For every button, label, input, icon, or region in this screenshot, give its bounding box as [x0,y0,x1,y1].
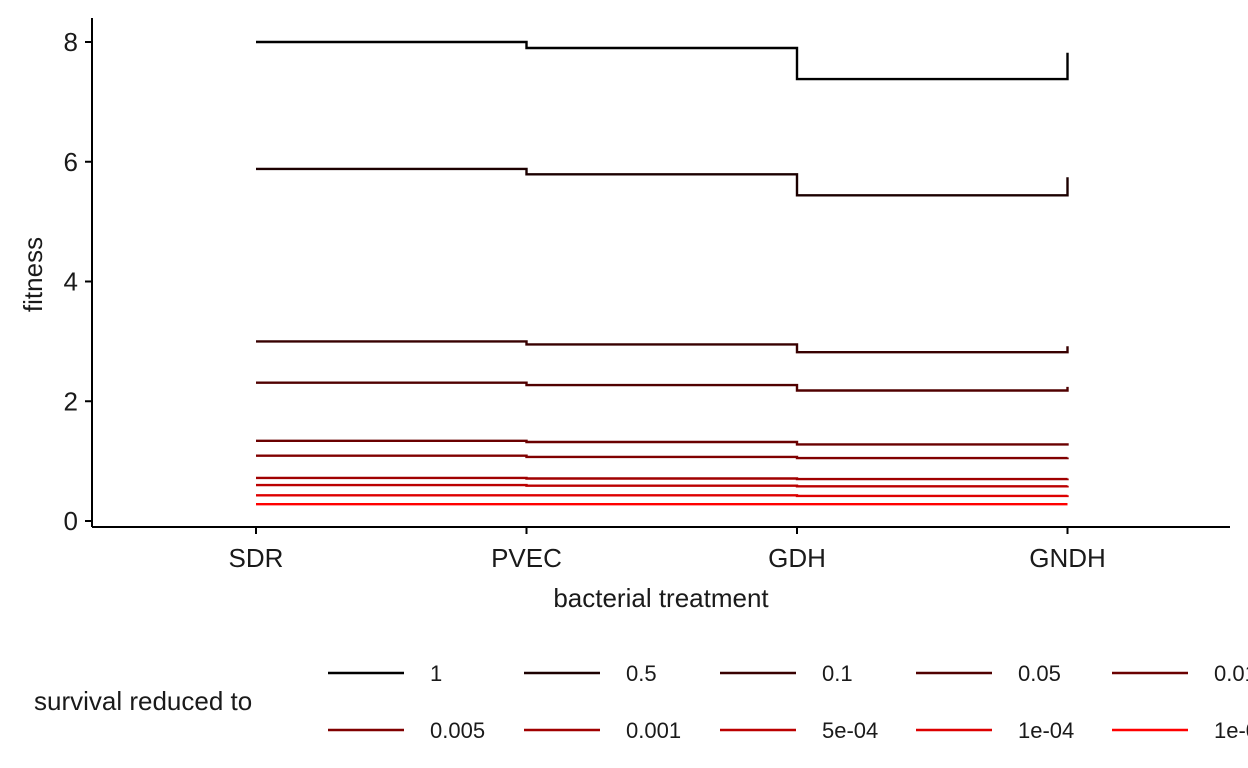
axes-group [91,18,1230,528]
series-line [256,494,1069,498]
legend-label: 0.01 [1214,661,1248,686]
series-line [256,381,1069,392]
legend-item: 0.1 [720,661,853,686]
y-axis-title: fitness [18,237,48,312]
x-tick-label: SDR [229,543,284,573]
y-tick-label: 2 [64,386,78,416]
legend-title: survival reduced to [34,686,252,716]
legend-label: 1e-04 [1018,718,1074,743]
y-tick-label: 4 [64,267,78,297]
legend-items-group: 1 0.5 0.1 0.05 0.01 0.005 0.001 5e-04 1e-04 1e-05 [328,661,1248,743]
legend-item: 1 [328,661,442,686]
legend-item: 0.01 [1112,661,1248,686]
series-line [256,340,1069,354]
legend-label: 0.05 [1018,661,1061,686]
legend-item: 5e-04 [720,718,878,743]
series-line [256,476,1069,481]
x-tick-label: GDH [768,543,826,573]
x-tick-label: PVEC [491,543,562,573]
y-tick-label: 0 [64,506,78,536]
legend-label: 0.1 [822,661,853,686]
legend-label: 0.5 [626,661,657,686]
legend-item: 0.05 [916,661,1061,686]
legend: survival reduced to 1 0.5 0.1 0.05 0.01 0.005… [34,661,1248,743]
x-ticks-group: SDR PVEC GDH GNDH [229,527,1106,573]
series-line [256,454,1069,460]
y-tick-label: 6 [64,147,78,177]
series-line [256,40,1069,81]
y-tick-label: 8 [64,27,78,57]
series-line [256,483,1069,488]
legend-item: 0.001 [524,718,681,743]
legend-item: 1e-04 [916,718,1074,743]
legend-item: 0.005 [328,718,485,743]
legend-item: 0.5 [524,661,657,686]
y-ticks-group: 0 2 4 6 8 [64,27,92,536]
legend-label: 0.005 [430,718,485,743]
series-line [256,439,1069,446]
legend-label: 0.001 [626,718,681,743]
series-line [256,167,1069,197]
legend-item: 1e-05 [1112,718,1248,743]
legend-label: 5e-04 [822,718,878,743]
x-axis-title: bacterial treatment [553,583,769,613]
legend-label: 1e-05 [1214,718,1248,743]
x-tick-label: GNDH [1029,543,1106,573]
plot-series-group [256,40,1069,506]
legend-label: 1 [430,661,442,686]
